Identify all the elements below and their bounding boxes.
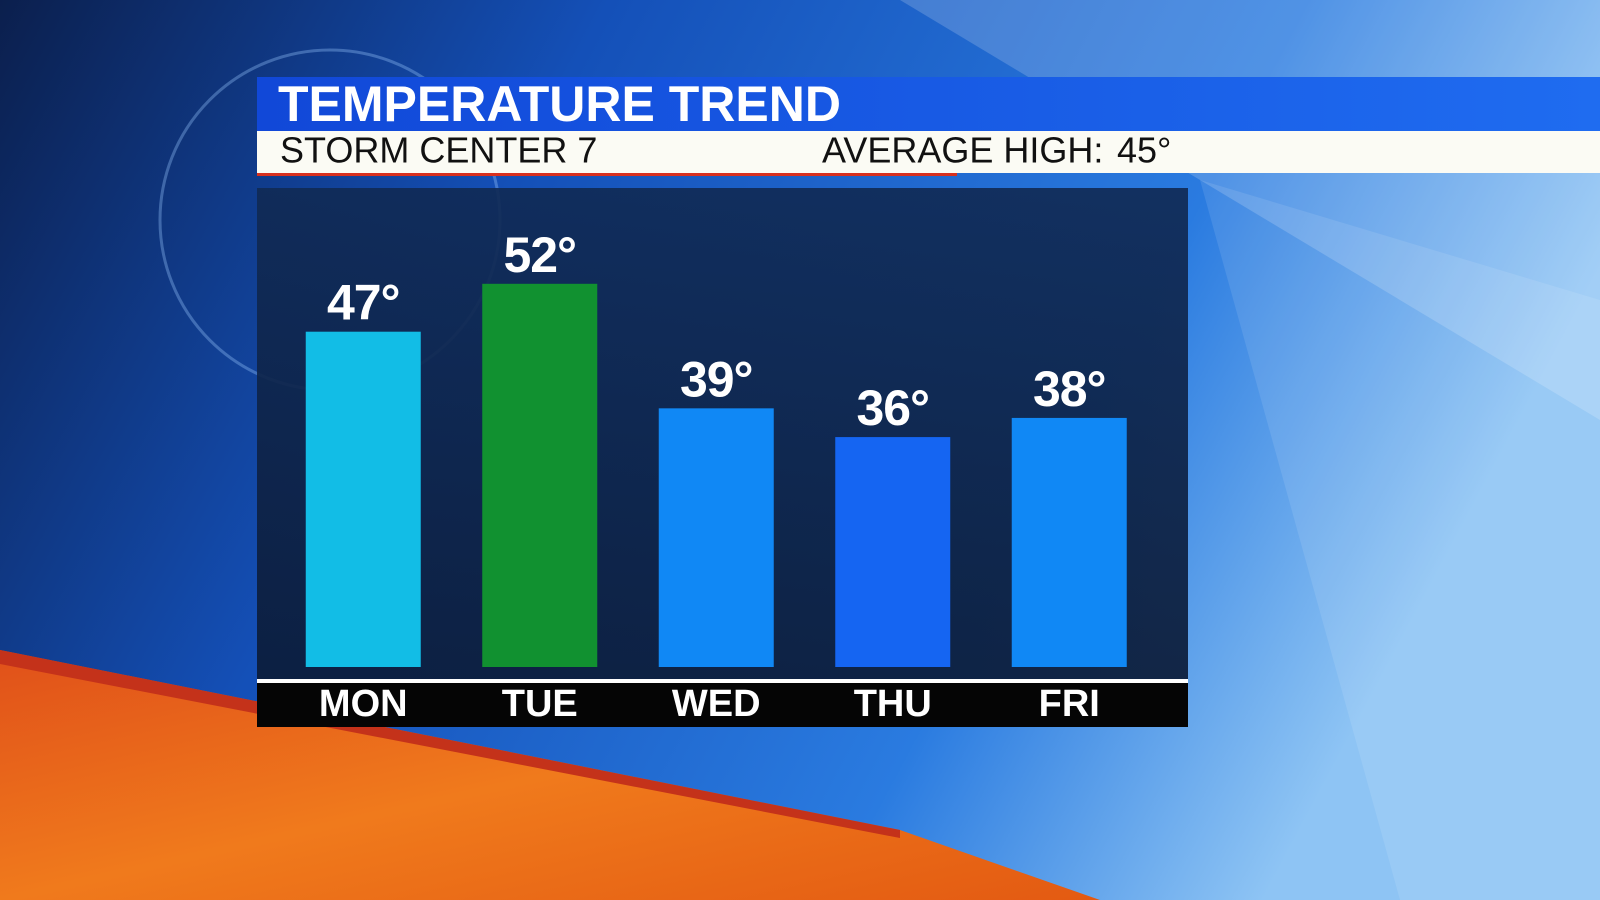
subtitle-bar [257, 131, 1600, 173]
value-label: 39° [680, 351, 753, 407]
value-label: 38° [1033, 361, 1106, 417]
subtitle: STORM CENTER 7 [280, 130, 597, 171]
value-label: 36° [856, 380, 929, 436]
value-label: 47° [327, 275, 400, 331]
light-streak [1200, 180, 1600, 900]
x-tick-label: WED [672, 683, 761, 725]
x-tick-label: TUE [502, 683, 578, 725]
subtitle-rule [257, 173, 957, 176]
average-high: 45° [1117, 130, 1171, 171]
bar [305, 331, 421, 667]
red-stripe [0, 650, 900, 838]
value-label: 52° [503, 227, 576, 283]
bar [835, 437, 951, 667]
baseline-rule [257, 679, 1188, 683]
x-tick-label: THU [854, 683, 932, 725]
bar [658, 408, 774, 667]
category-band [257, 683, 1188, 727]
x-tick-label: FRI [1039, 683, 1100, 725]
bar [1011, 417, 1127, 667]
chart-title: TEMPERATURE TREND [278, 76, 841, 132]
average-high-label: AVERAGE HIGH: [822, 130, 1103, 171]
x-tick-label: MON [319, 683, 408, 725]
title-bar [257, 77, 1600, 131]
bar [482, 283, 598, 667]
